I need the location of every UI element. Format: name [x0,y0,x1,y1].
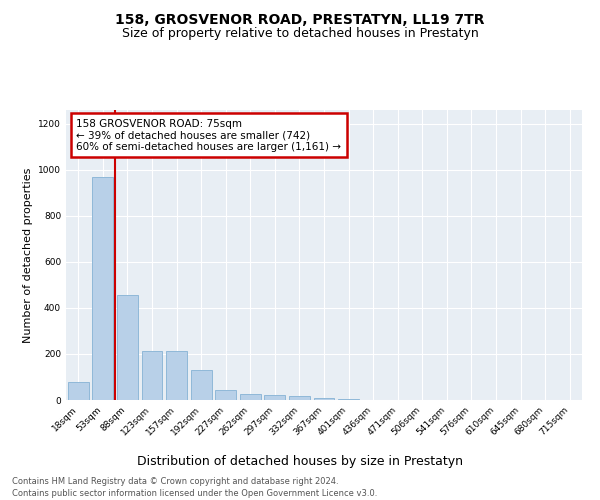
Text: 158, GROSVENOR ROAD, PRESTATYN, LL19 7TR: 158, GROSVENOR ROAD, PRESTATYN, LL19 7TR [115,12,485,26]
Text: Size of property relative to detached houses in Prestatyn: Size of property relative to detached ho… [122,28,478,40]
Bar [117,296,138,400]
Bar [166,350,187,400]
Bar [142,350,163,400]
Bar [314,398,334,400]
Text: Distribution of detached houses by size in Prestatyn: Distribution of detached houses by size … [137,454,463,468]
Bar [289,396,310,400]
Bar [191,370,212,400]
Y-axis label: Number of detached properties: Number of detached properties [23,168,32,342]
Bar [215,390,236,400]
Text: Contains HM Land Registry data © Crown copyright and database right 2024.: Contains HM Land Registry data © Crown c… [12,478,338,486]
Bar [92,176,113,400]
Text: Contains public sector information licensed under the Open Government Licence v3: Contains public sector information licen… [12,489,377,498]
Bar [68,382,89,400]
Bar [265,395,286,400]
Bar [240,394,261,400]
Text: 158 GROSVENOR ROAD: 75sqm
← 39% of detached houses are smaller (742)
60% of semi: 158 GROSVENOR ROAD: 75sqm ← 39% of detac… [76,118,341,152]
Bar [338,399,359,400]
